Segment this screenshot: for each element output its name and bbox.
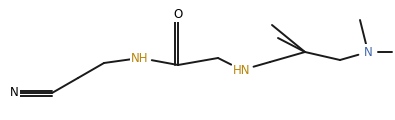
Text: N: N: [9, 87, 19, 99]
Text: HN: HN: [233, 63, 251, 77]
Text: N: N: [364, 45, 372, 59]
Text: O: O: [173, 7, 182, 21]
Text: NH: NH: [131, 51, 149, 65]
